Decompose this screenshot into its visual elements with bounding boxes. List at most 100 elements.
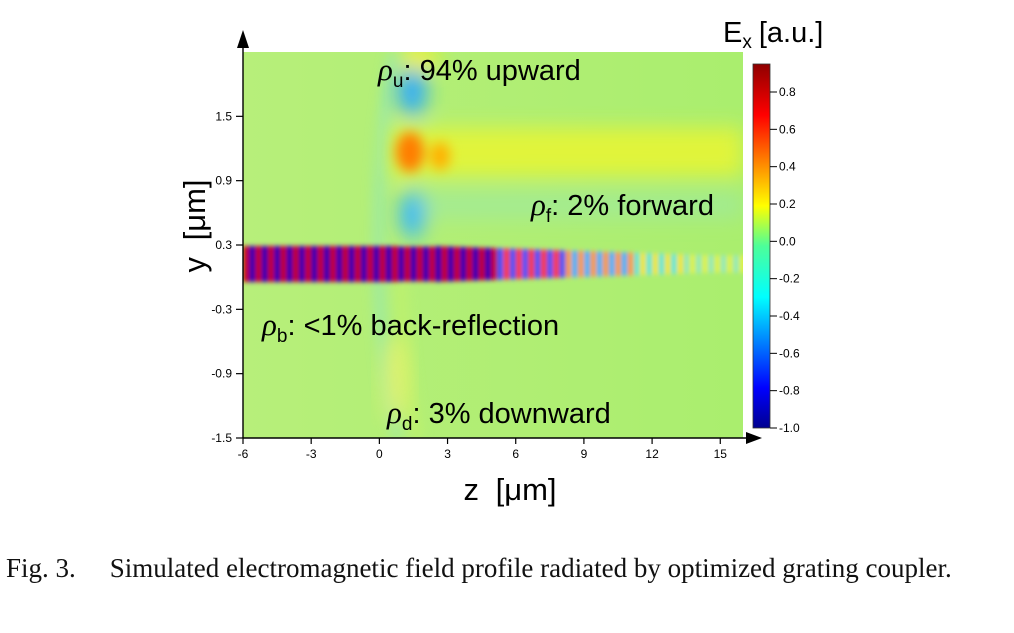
colorbar-tick-label: 0.6 <box>779 122 796 136</box>
forward-symbol: ρ <box>530 187 546 222</box>
mode-stripe <box>714 255 721 273</box>
colorbar <box>752 63 771 429</box>
axes <box>237 30 762 444</box>
mode-stripe <box>447 246 455 282</box>
colorbar-tick-label: -0.4 <box>779 309 800 323</box>
downward-subscript: d <box>402 414 413 435</box>
mode-stripe <box>677 254 684 274</box>
mode-stripe <box>478 247 486 281</box>
mode-stripe <box>596 251 604 277</box>
mode-stripe <box>410 246 418 282</box>
upward-annotation: ρu: 94% upward <box>377 52 581 92</box>
mode-stripe <box>658 253 666 275</box>
upward-text: : 94% upward <box>403 55 580 87</box>
mode-stripe <box>627 252 635 276</box>
mode-stripe <box>243 246 250 282</box>
mode-stripe <box>460 247 467 281</box>
mode-stripe <box>708 255 715 273</box>
mode-stripe <box>472 247 480 281</box>
mode-stripe <box>732 255 740 273</box>
mode-stripe <box>466 247 473 281</box>
x-axis-label-letter: z <box>463 472 479 507</box>
mode-stripe <box>720 255 728 273</box>
x-axis-label-unit: [μm] <box>496 472 557 507</box>
mode-stripe <box>534 249 542 279</box>
x-tick-label: 15 <box>714 447 728 461</box>
upward-subscript: u <box>393 71 404 92</box>
mode-stripe <box>503 248 511 280</box>
y-tick-label: 0.9 <box>215 174 232 188</box>
x-tick-label: -6 <box>238 447 249 461</box>
colorbar-title: Ex [a.u.] <box>723 17 823 53</box>
colorbar-tick-label: 0.0 <box>779 234 796 248</box>
mode-stripe <box>261 246 269 282</box>
colorbar-title-main: E <box>723 17 742 49</box>
mode-stripe <box>726 255 734 273</box>
colorbar-tick-label: 0.2 <box>779 197 796 211</box>
mode-stripe <box>367 246 374 282</box>
mode-stripe <box>336 246 343 282</box>
back-reflection-annotation: ρb: <1% back-reflection <box>261 307 559 347</box>
mode-stripe <box>652 253 659 275</box>
x-tick-label: 6 <box>512 447 519 461</box>
x-tick-label: 9 <box>581 447 588 461</box>
mode-stripe <box>608 251 616 277</box>
mode-stripe <box>590 251 597 277</box>
upward-symbol: ρ <box>377 52 393 87</box>
mode-stripe <box>509 248 517 280</box>
mode-stripe <box>453 246 461 282</box>
mode-stripe <box>689 254 697 274</box>
mode-stripe <box>528 249 535 279</box>
colorbar-title-unit: [a.u.] <box>759 17 824 49</box>
mode-stripe <box>584 251 591 277</box>
back-symbol: ρ <box>261 307 277 342</box>
y-tick-label: 1.5 <box>215 109 232 123</box>
colorbar-tick-label: 0.4 <box>779 160 796 174</box>
mode-stripe <box>515 248 523 280</box>
mode-stripe <box>379 246 387 282</box>
mode-stripe <box>280 246 287 282</box>
figure-caption: Fig. 3. Simulated electromagnetic field p… <box>6 551 1010 586</box>
forward-annotation: ρf: 2% forward <box>530 187 714 227</box>
x-tick-label: 3 <box>444 447 451 461</box>
mode-stripe <box>323 246 331 282</box>
mode-stripe <box>639 252 647 276</box>
mode-stripe <box>404 246 411 282</box>
mode-stripe <box>695 254 703 274</box>
colorbar-tick-label: -0.6 <box>779 346 800 360</box>
y-tick-label: -0.3 <box>211 302 232 316</box>
mode-stripe <box>491 248 498 280</box>
y-axis-label-letter: y <box>177 257 212 273</box>
downward-text: : 3% downward <box>412 398 610 430</box>
mode-stripe <box>621 252 628 276</box>
caption-text: Simulated electromagnetic field profile … <box>109 553 952 583</box>
mode-stripe <box>565 250 573 278</box>
x-tick-label: 12 <box>645 447 659 461</box>
mode-stripe <box>546 249 554 279</box>
mode-stripe <box>267 246 275 282</box>
mode-stripe <box>435 246 442 282</box>
mode-stripe <box>385 246 393 282</box>
mode-stripe <box>255 246 263 282</box>
mode-stripe <box>664 253 672 275</box>
mode-stripe <box>739 255 743 273</box>
mode-stripe <box>249 246 256 282</box>
mode-stripe <box>292 246 300 282</box>
mode-stripe <box>416 246 424 282</box>
mode-stripe <box>633 252 641 276</box>
mode-stripe <box>348 246 356 282</box>
y-tick-label: -1.5 <box>211 431 232 445</box>
x-axis-label: z [μm] <box>463 472 556 507</box>
colorbar-title-sub: x <box>742 32 752 53</box>
colorbar-tick-label: -0.2 <box>779 272 800 286</box>
mode-stripe <box>670 254 678 274</box>
mode-stripe <box>484 247 492 281</box>
mode-stripe <box>497 248 504 280</box>
caption-label: Fig. 3. <box>6 553 76 583</box>
mode-stripe <box>373 246 380 282</box>
mode-stripe <box>441 246 449 282</box>
y-tick-label: -0.9 <box>211 367 232 381</box>
waveguide-mode <box>243 246 743 282</box>
mode-stripe <box>571 250 579 278</box>
